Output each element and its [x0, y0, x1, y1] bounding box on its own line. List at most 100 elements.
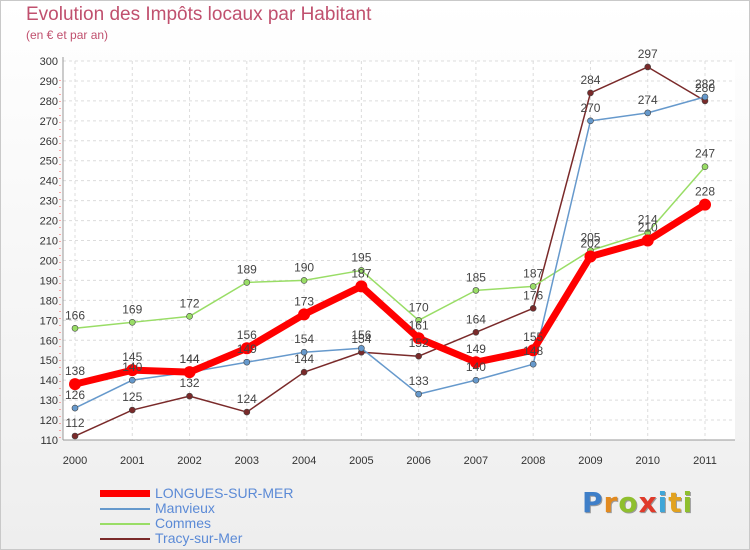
legend-label-tracy: Tracy-sur-Mer: [155, 530, 243, 546]
data-point: [529, 305, 537, 312]
data-point: [415, 317, 422, 324]
y-tick-label: 130: [40, 395, 58, 407]
series-line: [74, 66, 706, 437]
data-label: 247: [695, 147, 715, 161]
data-label: 282: [695, 77, 715, 91]
data-point: [358, 267, 365, 274]
y-tick-label: 190: [40, 275, 58, 287]
data-label: 161: [409, 318, 429, 332]
data-point: [644, 63, 652, 71]
data-label: 169: [122, 302, 142, 316]
data-label: 144: [294, 352, 314, 366]
data-point: [128, 376, 136, 384]
data-label: 149: [237, 342, 257, 356]
data-label: 284: [580, 73, 600, 87]
data-label: 112: [65, 416, 84, 430]
data-label: 148: [523, 344, 543, 358]
data-point: [644, 109, 652, 117]
data-label: 126: [65, 388, 85, 402]
data-point: [355, 280, 368, 293]
data-point: [529, 360, 537, 368]
data-point: [527, 344, 540, 357]
data-label: 274: [638, 93, 658, 107]
chart-title: Evolution des Impôts locaux par Habitant: [26, 4, 372, 25]
data-point: [71, 404, 79, 412]
data-label: 152: [409, 336, 429, 350]
y-tick-label: 170: [40, 315, 58, 327]
data-point: [472, 376, 480, 384]
legend-swatch-manvieux: [100, 508, 150, 510]
legend-swatch-longues: [100, 490, 150, 497]
data-point: [415, 352, 422, 360]
legend-label-manvieux: Manvieux: [155, 500, 215, 516]
data-label: 210: [638, 221, 658, 235]
data-label: 164: [466, 312, 486, 326]
y-tick-label: 150: [40, 355, 58, 367]
data-label: 228: [695, 185, 715, 199]
y-tick-label: 270: [40, 116, 58, 128]
data-point: [243, 279, 251, 286]
y-tick-label: 220: [40, 216, 58, 228]
data-label: 202: [580, 236, 600, 250]
y-tick-label: 250: [40, 156, 58, 168]
data-label: 124: [237, 392, 257, 406]
data-point: [300, 348, 308, 356]
x-tick-label: 2004: [292, 455, 316, 467]
data-label: 133: [409, 374, 429, 388]
x-tick-label: 2009: [578, 455, 602, 467]
data-point: [69, 378, 81, 391]
x-tick-label: 2000: [63, 455, 87, 467]
y-tick-label: 210: [40, 236, 58, 248]
data-label: 144: [180, 352, 200, 366]
x-tick-label: 2002: [177, 455, 201, 467]
data-label: 140: [466, 360, 486, 374]
data-label: 125: [122, 390, 142, 404]
data-point: [701, 163, 709, 171]
y-tick-label: 290: [40, 76, 58, 88]
y-tick-label: 260: [40, 136, 58, 148]
x-tick-label: 2005: [349, 455, 373, 467]
data-point: [298, 308, 311, 321]
y-tick-label: 140: [40, 375, 58, 387]
data-label: 187: [523, 266, 543, 280]
data-label: 190: [294, 260, 314, 274]
data-label: 155: [523, 330, 543, 344]
logo-letter: r: [603, 486, 619, 519]
x-tick-label: 2006: [406, 455, 430, 467]
logo-letter: o: [618, 486, 639, 519]
data-point: [128, 319, 136, 326]
data-label: 270: [580, 101, 600, 115]
data-point: [587, 89, 594, 97]
logo-letter: P: [582, 486, 604, 519]
data-point: [699, 198, 711, 211]
data-point: [472, 287, 480, 294]
proxiti-logo: Proxiti: [582, 486, 693, 519]
legend-label-longues: LONGUES-SUR-MER: [155, 485, 294, 501]
data-point: [584, 250, 597, 263]
data-point: [186, 313, 193, 320]
legend-label-commes: Commes: [155, 515, 212, 531]
data-point: [412, 332, 425, 345]
data-label: 156: [237, 328, 257, 342]
data-point: [358, 344, 365, 352]
data-label: 145: [122, 350, 142, 364]
data-point: [240, 342, 253, 355]
data-point: [415, 390, 422, 398]
data-label: 173: [294, 294, 314, 308]
data-label: 297: [638, 47, 658, 61]
data-point: [641, 234, 654, 247]
data-point: [701, 93, 709, 101]
data-label: 132: [180, 376, 200, 390]
x-tick-label: 2003: [235, 455, 259, 467]
logo-letter: x: [638, 486, 658, 519]
data-label: 176: [523, 288, 543, 302]
data-label: 144: [180, 352, 200, 366]
plot-area: [63, 61, 735, 440]
y-tick-label: 160: [40, 335, 58, 347]
data-label: 140: [122, 360, 142, 374]
data-label: 187: [351, 266, 371, 280]
data-label: 166: [65, 308, 85, 322]
data-label: 138: [65, 364, 85, 378]
data-point: [126, 364, 139, 377]
